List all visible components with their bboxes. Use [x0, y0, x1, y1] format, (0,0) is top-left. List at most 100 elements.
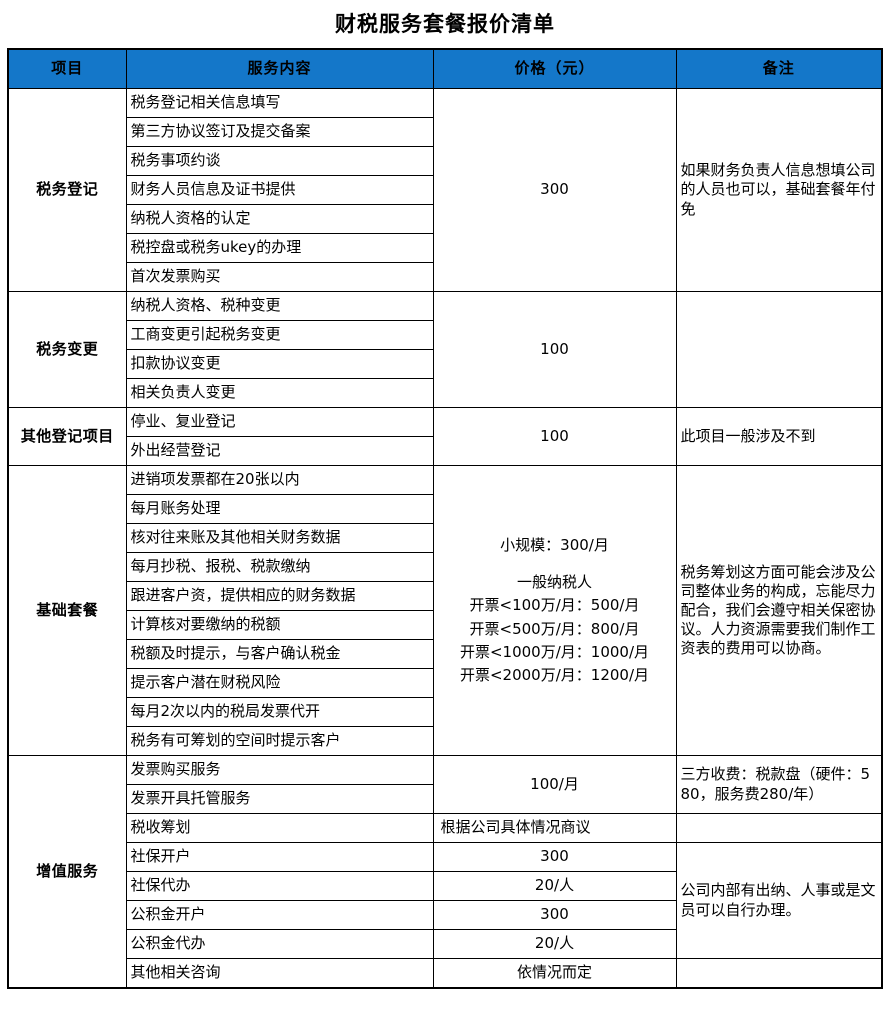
service-cell: 税控盘或税务ukey的办理: [125, 233, 434, 263]
service-cell: 税额及时提示，与客户确认税金: [125, 639, 434, 669]
price-cell-tax-planning: 根据公司具体情况商议: [432, 813, 677, 843]
service-cell: 每月抄税、报税、税款缴纳: [125, 552, 434, 582]
page-title: 财税服务套餐报价清单: [335, 12, 555, 36]
service-cell: 扣款协议变更: [125, 349, 434, 379]
category-cell-value-added: 增值服务: [7, 755, 127, 989]
service-cell: 发票购买服务: [125, 755, 434, 785]
table-row: 税控盘或税务ukey的办理: [8, 233, 882, 263]
category-cell-tax-change: 税务变更: [7, 291, 127, 408]
service-price-table: 项目 服务内容 价格（元） 备注 税务登记 税务登记相关信息填写 300 如果财…: [7, 48, 883, 989]
price-line-under-100w: 开票<100万/月：500/月: [469, 596, 640, 615]
service-cell: 公积金开户: [125, 900, 434, 930]
remark-cell-other-registration: 此项目一般涉及不到: [675, 407, 883, 466]
table-row: 外出经营登记: [8, 436, 882, 466]
category-cell-other-registration: 其他登记项目: [7, 407, 127, 466]
table-row: 相关负责人变更: [8, 378, 882, 408]
table-row: 税务登记 税务登记相关信息填写 300 如果财务负责人信息想填公司的人员也可以，…: [7, 88, 883, 292]
service-cell: 公积金代办: [125, 929, 434, 959]
remark-cell-other-consulting: [675, 958, 883, 989]
table-header-row: 项目 服务内容 价格（元） 备注: [7, 48, 883, 89]
service-cell: 计算核对要缴纳的税额: [125, 610, 434, 640]
service-cell: 工商变更引起税务变更: [125, 320, 434, 350]
table-row: 每月账务处理: [8, 494, 882, 524]
service-cell: 每月2次以内的税局发票代开: [125, 697, 434, 727]
table-row: 税务变更 纳税人资格、税种变更 100: [7, 291, 883, 408]
service-cell: 相关负责人变更: [125, 378, 434, 408]
service-cell: 每月账务处理: [125, 494, 434, 524]
table-row: 核对往来账及其他相关财务数据: [8, 523, 882, 553]
service-cell: 外出经营登记: [125, 436, 434, 466]
column-header-price: 价格（元）: [432, 48, 677, 89]
service-cell: 社保开户: [125, 842, 434, 872]
price-line-under-500w: 开票<500万/月：800/月: [469, 619, 640, 638]
price-cell-tax-change: 100: [432, 291, 677, 408]
service-cell: 税务登记相关信息填写: [125, 88, 434, 118]
service-cell: 停业、复业登记: [125, 407, 434, 437]
remark-cell-tax-change: [675, 291, 883, 408]
table-row: 公积金开户 300: [8, 900, 882, 930]
category-cell-tax-registration: 税务登记: [7, 88, 127, 292]
service-cell: 社保代办: [125, 871, 434, 901]
table-row: 税收筹划 根据公司具体情况商议: [8, 813, 883, 843]
price-line-small-scale: 小规模：300/月: [500, 535, 609, 554]
service-cell: 跟进客户资，提供相应的财务数据: [125, 581, 434, 611]
table-row: 公积金代办 20/人: [8, 929, 882, 959]
table-body: 税务登记 税务登记相关信息填写 300 如果财务负责人信息想填公司的人员也可以，…: [7, 88, 883, 989]
table-row: 基础套餐 进销项发票都在20张以内 小规模：300/月 一般纳税人 开票<100…: [7, 465, 883, 756]
category-cell-basic-package: 基础套餐: [7, 465, 127, 756]
table-row: 税额及时提示，与客户确认税金: [8, 639, 882, 669]
service-cell: 纳税人资格的认定: [125, 204, 434, 234]
price-cell-invoice-service: 100/月: [432, 755, 677, 814]
price-cell-fund-agency: 20/人: [432, 929, 677, 959]
service-cell: 进销项发票都在20张以内: [125, 465, 434, 495]
price-line-under-2000w: 开票<2000万/月：1200/月: [459, 666, 650, 684]
price-line-under-1000w: 开票<1000万/月：1000/月: [459, 642, 650, 661]
table-row: 发票开具托管服务: [8, 784, 882, 814]
price-spacer: [438, 557, 672, 571]
price-cell-other-consulting: 依情况而定: [432, 958, 677, 989]
price-cell-social-agency: 20/人: [432, 871, 677, 901]
service-cell: 第三方协议签订及提交备案: [125, 117, 434, 147]
remark-cell-basic-package: 税务筹划这方面可能会涉及公司整体业务的构成，忘能尽力配合，我们会遵守相关保密协议…: [675, 465, 883, 756]
service-cell: 财务人员信息及证书提供: [125, 175, 434, 205]
table-row: 社保代办 20/人: [8, 871, 882, 901]
table-row: 扣款协议变更: [8, 349, 882, 379]
price-cell-fund-open: 300: [432, 900, 677, 930]
service-cell: 提示客户潜在财税风险: [125, 668, 434, 698]
remark-cell-social-services: 公司内部有出纳、人事或是文员可以自行办理。: [675, 842, 883, 959]
price-cell-basic-package: 小规模：300/月 一般纳税人 开票<100万/月：500/月 开票<500万/…: [432, 465, 677, 756]
table-header: 项目 服务内容 价格（元） 备注: [7, 48, 883, 89]
table-row: 第三方协议签订及提交备案: [8, 117, 882, 147]
table-row: 跟进客户资，提供相应的财务数据: [8, 581, 882, 611]
column-header-service: 服务内容: [125, 48, 434, 89]
column-header-item: 项目: [7, 48, 127, 89]
table-row: 社保开户 300 公司内部有出纳、人事或是文员可以自行办理。: [8, 842, 883, 959]
table-row: 提示客户潜在财税风险: [8, 668, 882, 698]
service-cell: 发票开具托管服务: [125, 784, 434, 814]
column-header-remark: 备注: [675, 48, 883, 89]
service-cell: 其他相关咨询: [125, 958, 434, 989]
remark-cell-tax-registration: 如果财务负责人信息想填公司的人员也可以，基础套餐年付免: [675, 88, 883, 292]
table-row: 每月抄税、报税、税款缴纳: [8, 552, 882, 582]
table-row: 税务事项约谈: [8, 146, 882, 176]
price-cell-social-open: 300: [432, 842, 677, 872]
price-cell-other-registration: 100: [432, 407, 677, 466]
service-cell: 首次发票购买: [125, 262, 434, 292]
service-cell: 税务事项约谈: [125, 146, 434, 176]
table-row: 计算核对要缴纳的税额: [8, 610, 882, 640]
table-row: 其他登记项目 停业、复业登记 100 此项目一般涉及不到: [7, 407, 883, 466]
table-row: 首次发票购买: [8, 262, 882, 292]
table-row: 纳税人资格的认定: [8, 204, 882, 234]
service-cell: 纳税人资格、税种变更: [125, 291, 434, 321]
remark-cell-invoice-service: 三方收费：税款盘（硬件：580，服务费280/年）: [675, 755, 883, 814]
service-cell: 税务有可筹划的空间时提示客户: [125, 726, 434, 756]
price-breakdown: 小规模：300/月 一般纳税人 开票<100万/月：500/月 开票<500万/…: [438, 534, 672, 688]
table-row: 工商变更引起税务变更: [8, 320, 882, 350]
service-cell: 核对往来账及其他相关财务数据: [125, 523, 434, 553]
table-row: 增值服务 发票购买服务 100/月 三方收费：税款盘（硬件：580，服务费280…: [7, 755, 883, 989]
price-line-general-taxpayer: 一般纳税人: [516, 573, 592, 591]
table-row: 其他相关咨询 依情况而定: [8, 958, 883, 989]
price-cell-tax-registration: 300: [432, 88, 677, 292]
remark-cell-tax-planning: [675, 813, 883, 843]
